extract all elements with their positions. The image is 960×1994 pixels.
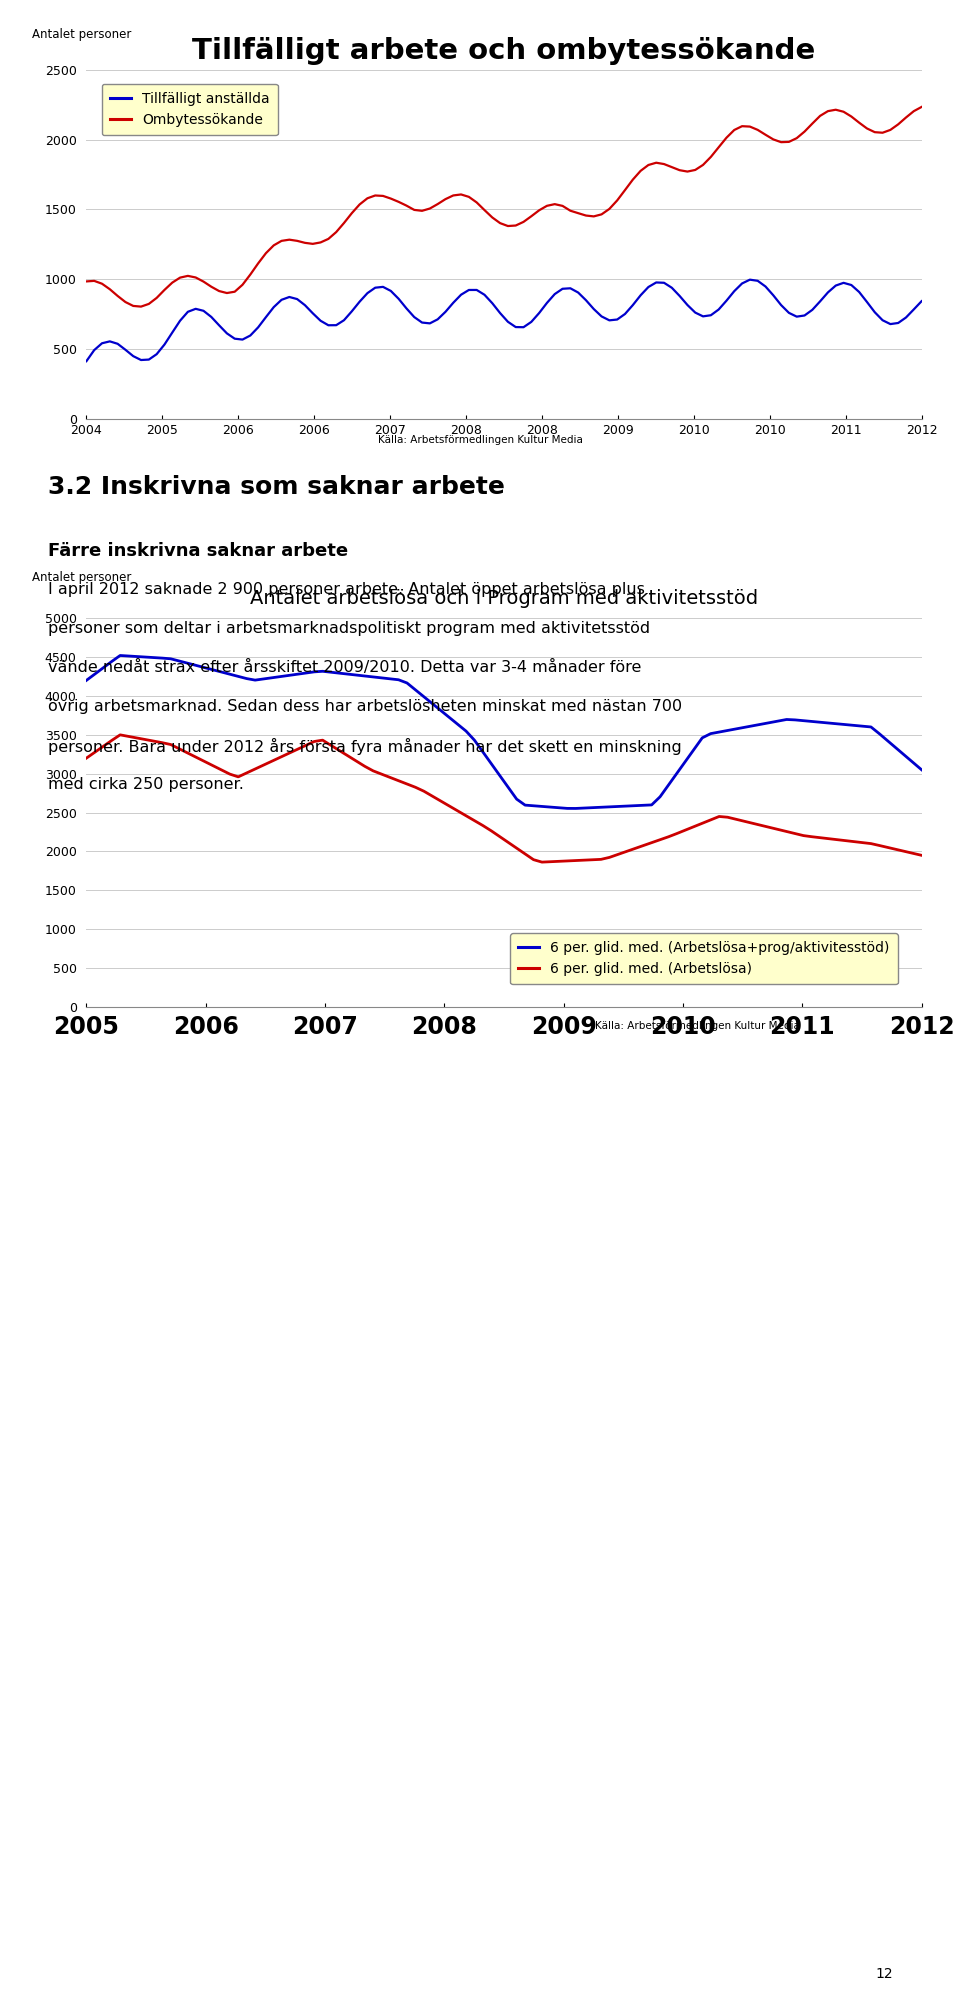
Text: med cirka 250 personer.: med cirka 250 personer. bbox=[48, 776, 244, 792]
Text: 12: 12 bbox=[876, 1966, 893, 1982]
Text: personer. Bara under 2012 års första fyra månader har det skett en minskning: personer. Bara under 2012 års första fyr… bbox=[48, 738, 682, 756]
Text: I april 2012 saknade 2 900 personer arbete. Antalet öppet arbetslösa plus: I april 2012 saknade 2 900 personer arbe… bbox=[48, 582, 645, 598]
Text: övrig arbetsmarknad. Sedan dess har arbetslösheten minskat med nästan 700: övrig arbetsmarknad. Sedan dess har arbe… bbox=[48, 700, 683, 714]
Legend: 6 per. glid. med. (Arbetslösa+prog/aktivitesstöd), 6 per. glid. med. (Arbetslösa: 6 per. glid. med. (Arbetslösa+prog/aktiv… bbox=[510, 933, 898, 985]
Title: Tillfälligt arbete och ombytessökande: Tillfälligt arbete och ombytessökande bbox=[192, 36, 816, 64]
Title: Antalet arbetslösa och i Program med aktivitetsstöd: Antalet arbetslösa och i Program med akt… bbox=[250, 590, 758, 608]
Text: Antalet personer: Antalet personer bbox=[32, 28, 132, 42]
Text: personer som deltar i arbetsmarknadspolitiskt program med aktivitetsstöd: personer som deltar i arbetsmarknadspoli… bbox=[48, 622, 650, 636]
Text: vände nedåt strax efter årsskiftet 2009/2010. Detta var 3-4 månader före: vände nedåt strax efter årsskiftet 2009/… bbox=[48, 660, 641, 676]
Text: Källa: Arbetsförmedlingen Kultur Media: Källa: Arbetsförmedlingen Kultur Media bbox=[377, 435, 583, 445]
Text: Källa: Arbetsförmedlingen Kultur Media: Källa: Arbetsförmedlingen Kultur Media bbox=[595, 1021, 800, 1031]
Text: Antalet personer: Antalet personer bbox=[32, 572, 132, 584]
Text: 3.2 Inskrivna som saknar arbete: 3.2 Inskrivna som saknar arbete bbox=[48, 475, 505, 498]
Text: Färre inskrivna saknar arbete: Färre inskrivna saknar arbete bbox=[48, 542, 348, 560]
Legend: Tillfälligt anställda, Ombytessökande: Tillfälligt anställda, Ombytessökande bbox=[102, 84, 278, 136]
